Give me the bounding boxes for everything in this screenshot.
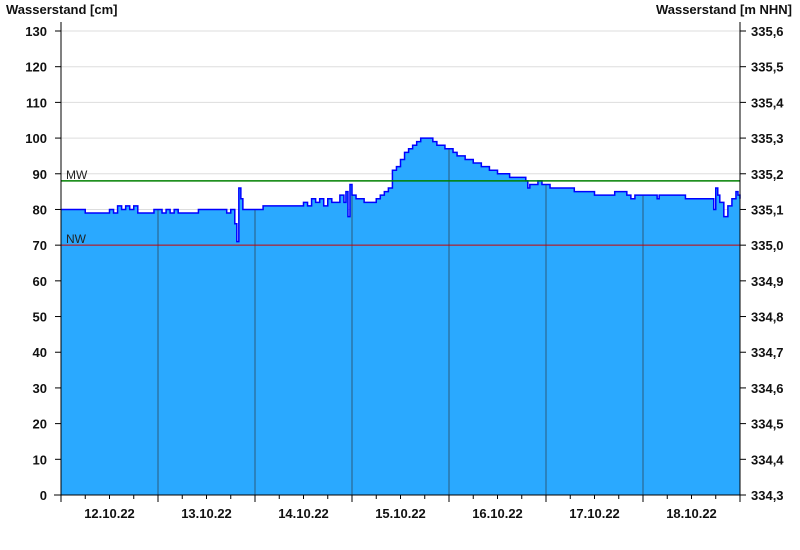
reference-label-mw: MW xyxy=(66,168,88,182)
left-tick-label: 10 xyxy=(33,452,47,467)
right-tick-label: 335,4 xyxy=(751,95,784,110)
axes: 0 334,3 10 334,4 20 334,5 30 334,6 40 334,7 50 334,… xyxy=(25,22,784,521)
left-tick-label: 30 xyxy=(33,381,47,396)
x-tick-label: 16.10.22 xyxy=(472,506,523,521)
right-tick-label: 334,4 xyxy=(751,452,784,467)
x-tick-label: 14.10.22 xyxy=(278,506,329,521)
left-tick-label: 100 xyxy=(25,131,47,146)
left-tick-label: 110 xyxy=(26,95,47,110)
right-tick-label: 335,5 xyxy=(751,60,784,75)
reference-lines: MW NW xyxy=(61,168,740,246)
right-tick-label: 334,5 xyxy=(751,417,784,432)
left-tick-label: 90 xyxy=(33,167,47,182)
right-tick-label: 334,3 xyxy=(751,488,784,503)
right-tick-label: 334,9 xyxy=(751,274,784,289)
x-tick-label: 13.10.22 xyxy=(181,506,232,521)
right-tick-label: 335,0 xyxy=(751,238,784,253)
right-axis-title: Wasserstand [m NHN] xyxy=(656,2,792,17)
right-tick-label: 335,2 xyxy=(751,167,784,182)
left-tick-label: 50 xyxy=(33,310,47,325)
left-tick-label: 70 xyxy=(33,238,47,253)
right-tick-label: 334,8 xyxy=(751,310,784,325)
day-separators xyxy=(157,138,644,495)
right-tick-label: 335,6 xyxy=(751,24,784,39)
right-tick-label: 334,6 xyxy=(751,381,784,396)
left-tick-label: 60 xyxy=(33,274,47,289)
left-tick-label: 120 xyxy=(25,60,47,75)
x-tick-label: 17.10.22 xyxy=(569,506,620,521)
right-tick-label: 334,7 xyxy=(751,345,784,360)
right-tick-label: 335,1 xyxy=(751,202,784,217)
water-level-fill xyxy=(61,138,740,496)
reference-label-nw: NW xyxy=(66,232,87,246)
left-tick-label: 130 xyxy=(25,24,47,39)
left-tick-label: 80 xyxy=(33,202,47,217)
left-tick-label: 20 xyxy=(33,417,47,432)
left-tick-label: 40 xyxy=(33,345,47,360)
water-level-line xyxy=(61,137,741,243)
x-tick-label: 18.10.22 xyxy=(666,506,717,521)
x-tick-label: 12.10.22 xyxy=(84,506,135,521)
left-axis-title: Wasserstand [cm] xyxy=(6,2,118,17)
data-area xyxy=(61,137,741,496)
right-tick-label: 335,3 xyxy=(751,131,784,146)
left-tick-label: 0 xyxy=(40,488,47,503)
x-tick-label: 15.10.22 xyxy=(375,506,426,521)
